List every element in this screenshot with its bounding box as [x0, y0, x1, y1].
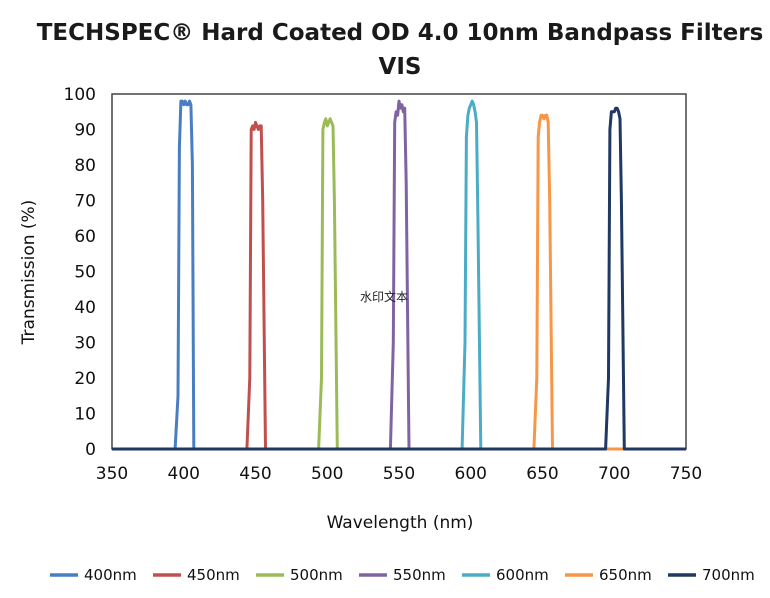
series-line-550nm: [112, 99, 686, 451]
legend-label: 700nm: [702, 566, 755, 584]
legend-label: 650nm: [599, 566, 652, 584]
legend-label: 550nm: [393, 566, 446, 584]
legend-label: 450nm: [187, 566, 240, 584]
y-tick-label: 70: [74, 192, 96, 212]
y-tick-label: 10: [74, 405, 96, 425]
chart-title: TECHSPEC® Hard Coated OD 4.0 10nm Bandpa…: [37, 20, 764, 46]
y-tick-label: 40: [74, 298, 96, 318]
series-line-500nm: [112, 117, 686, 451]
watermark-text: 水印文本: [360, 289, 408, 304]
series-line-600nm: [112, 99, 686, 451]
x-tick-label: 400: [168, 464, 200, 484]
y-tick-label: 0: [85, 440, 96, 460]
plot-area: [111, 93, 687, 450]
x-axis-label: Wavelength (nm): [327, 513, 474, 533]
x-ticks: 350 400 450 500 550 600 650 700 750: [96, 464, 702, 484]
series-line-450nm: [112, 120, 686, 451]
y-axis-label: Transmission (%): [19, 200, 39, 346]
y-tick-label: 90: [74, 121, 96, 141]
legend-label: 600nm: [496, 566, 549, 584]
y-tick-label: 100: [64, 85, 96, 105]
x-tick-label: 650: [526, 464, 558, 484]
x-tick-label: 550: [383, 464, 415, 484]
series-line-700nm: [112, 106, 686, 451]
legend-label: 500nm: [290, 566, 343, 584]
y-ticks: 0 10 20 30 40 50 60 70 80 90 100: [64, 85, 96, 460]
x-tick-label: 350: [96, 464, 128, 484]
x-tick-label: 700: [598, 464, 630, 484]
series-lines: [112, 99, 686, 451]
x-tick-label: 500: [311, 464, 343, 484]
series-line-400nm: [112, 99, 686, 451]
y-tick-label: 20: [74, 369, 96, 389]
legend: 400nm 450nm 500nm 550nm 600nm 650nm 700nm: [50, 566, 755, 584]
series-line-650nm: [112, 113, 686, 451]
chart-subtitle: VIS: [379, 54, 422, 80]
y-tick-label: 80: [74, 156, 96, 176]
x-tick-label: 750: [670, 464, 702, 484]
y-tick-label: 30: [74, 334, 96, 354]
x-tick-label: 600: [455, 464, 487, 484]
legend-label: 400nm: [84, 566, 137, 584]
y-tick-label: 60: [74, 227, 96, 247]
y-tick-label: 50: [74, 263, 96, 283]
x-tick-label: 450: [239, 464, 271, 484]
